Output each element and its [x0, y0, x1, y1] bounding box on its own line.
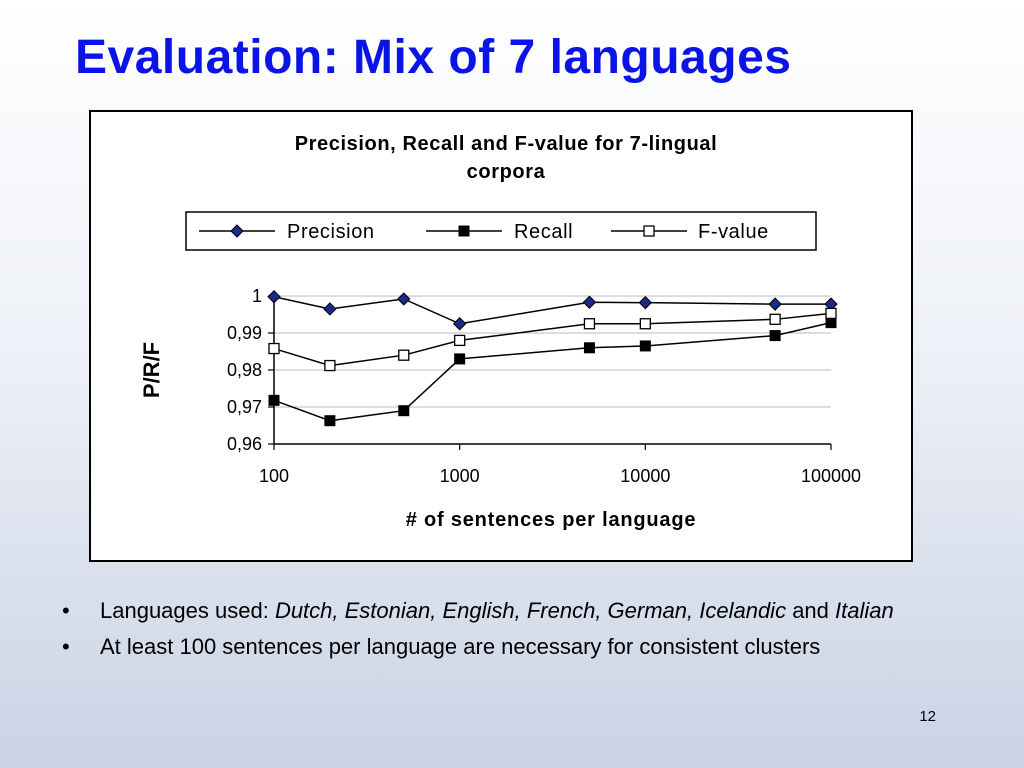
data-point-f-value: [398, 349, 410, 361]
chart-legend: Precision Recall F-value: [185, 211, 817, 251]
slide-title: Evaluation: Mix of 7 languages: [75, 31, 792, 84]
bullet-language-last: Italian: [835, 598, 894, 623]
data-point-precision: [323, 302, 337, 316]
legend-marker-precision: [230, 224, 244, 238]
data-point-recall: [769, 330, 781, 342]
data-point-f-value: [454, 334, 466, 347]
data-point-recall: [268, 394, 280, 406]
data-point-recall: [825, 317, 837, 329]
chart-plot: [267, 290, 838, 427]
data-point-f-value: [769, 313, 781, 325]
y-tick-label: 0,99: [227, 323, 262, 343]
y-tick-label: 1: [252, 286, 262, 306]
data-point-recall: [324, 415, 336, 427]
chart-title-line2: corpora: [467, 161, 546, 183]
chart-axes: 0,96 0,97 0,98 0,99 1 100 1000 10000 100000: [227, 286, 861, 486]
bullet-languages-list: Dutch, Estonian, English, French, German…: [274, 598, 787, 623]
data-point-f-value: [639, 318, 651, 330]
y-tick-label: 0,96: [227, 434, 262, 454]
data-point-precision: [582, 295, 597, 309]
data-point-f-value: [825, 307, 837, 320]
data-point-f-value: [268, 342, 280, 355]
x-tick-label: 100000: [801, 466, 861, 486]
bullet-sentences-text: At least 100 sentences per language are …: [100, 634, 821, 659]
legend-label-recall: Recall: [514, 221, 573, 243]
legend-label-precision: Precision: [287, 221, 375, 243]
data-point-precision: [397, 292, 411, 306]
chart-grid: [274, 295, 831, 408]
chart-title-line1: Precision, Recall and F-value for 7-ling…: [295, 133, 718, 155]
data-point-recall: [583, 342, 595, 354]
chart-frame: Precision, Recall and F-value for 7-ling…: [89, 110, 913, 562]
bullet-item-sentences: • At least 100 sentences per language ar…: [62, 632, 962, 662]
y-tick-label: 0,98: [227, 360, 262, 380]
data-point-precision: [452, 317, 467, 331]
legend-label-f-value: F-value: [698, 221, 769, 243]
data-point-recall: [454, 353, 466, 365]
series-line-f-value: [273, 312, 832, 367]
bullet-prefix: Languages used:: [100, 598, 275, 623]
y-axis-label: P/R/F: [139, 342, 164, 398]
x-axis-label: # of sentences per language: [406, 509, 697, 531]
bullet-list: • Languages used: Dutch, Estonian, Engli…: [62, 596, 962, 668]
bullet-and: and: [786, 598, 836, 623]
legend-marker-recall: [458, 225, 470, 237]
bullet-dot: •: [62, 634, 70, 659]
data-point-precision: [638, 295, 653, 310]
data-point-precision: [267, 290, 281, 304]
data-point-recall: [398, 405, 410, 417]
data-point-recall: [639, 340, 651, 352]
chart-svg: Precision, Recall and F-value for 7-ling…: [139, 133, 861, 531]
slide-number: 12: [919, 708, 936, 725]
series-line-recall: [273, 321, 832, 422]
series-line-precision: [273, 296, 831, 325]
data-point-f-value: [583, 318, 596, 330]
x-tick-label: 100: [259, 466, 289, 486]
data-point-f-value: [324, 359, 336, 372]
bullet-item-languages: • Languages used: Dutch, Estonian, Engli…: [62, 596, 962, 626]
x-tick-label: 10000: [620, 466, 670, 486]
bullet-dot: •: [62, 598, 70, 623]
x-tick-label: 1000: [440, 466, 480, 486]
legend-marker-f-value: [643, 225, 655, 237]
y-tick-label: 0,97: [227, 397, 262, 417]
data-point-precision: [768, 297, 782, 311]
